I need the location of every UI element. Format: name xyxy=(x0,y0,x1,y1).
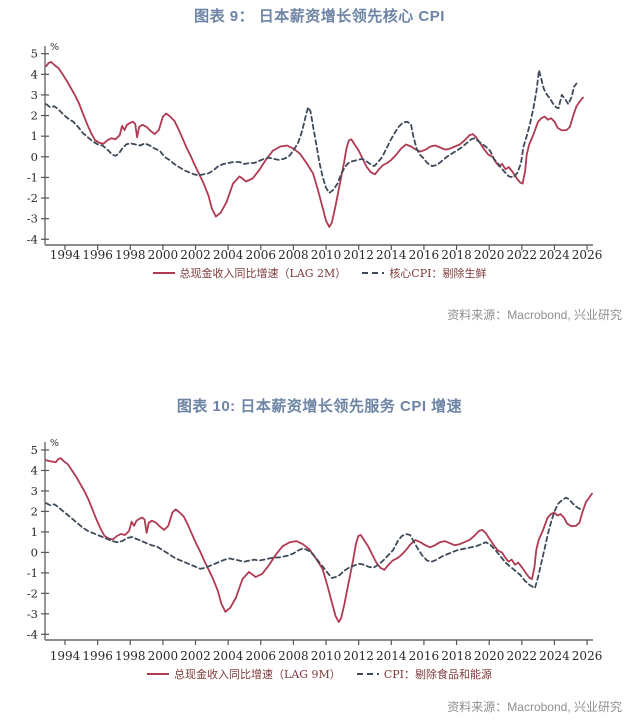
wage-growth-line xyxy=(45,61,584,228)
legend-item-wage: 总现金收入同比增速（LAG 2M） xyxy=(152,265,347,281)
cpi-line-sample-icon xyxy=(362,272,385,274)
x-tick-label: 2026 xyxy=(572,248,603,262)
chart9-legend: 总现金收入同比增速（LAG 2M） 核心CPI：剔除生鲜 xyxy=(0,265,639,281)
x-tick-label: 1998 xyxy=(115,248,146,262)
wage-line-legend-label: 总现金收入同比增速（LAG 2M） xyxy=(179,267,347,280)
percent-unit-label: % xyxy=(50,42,59,53)
x-tick-label: 2012 xyxy=(343,649,374,663)
y-tick-label: 4 xyxy=(31,463,38,477)
x-tick-label: 2024 xyxy=(539,649,570,663)
wage-line-sample-icon xyxy=(152,272,175,274)
percent-unit-label: % xyxy=(50,438,59,449)
x-tick-label: 2022 xyxy=(507,248,538,262)
x-tick-label: 1996 xyxy=(82,649,113,663)
cpi-line-sample-icon xyxy=(356,673,379,675)
x-tick-label: 2008 xyxy=(278,248,309,262)
y-tick-label: -2 xyxy=(27,586,38,600)
core-cpi-legend-label: 核心CPI：剔除生鲜 xyxy=(389,267,487,280)
y-tick-label: 3 xyxy=(31,484,38,498)
chart10-legend: 总现金收入同比增速（LAG 9M） CPI：剔除食品和能源 xyxy=(0,666,639,682)
x-tick-label: 1994 xyxy=(50,649,81,663)
y-axis: 5 4 3 2 1 0 -1 -2 -3 -4% xyxy=(27,438,59,641)
x-tick-label: 2018 xyxy=(441,248,472,262)
chart9-title: 图表 9： 日本薪资增长领先核心 CPI xyxy=(194,8,445,25)
y-tick-label: 4 xyxy=(31,67,38,81)
x-tick-label: 2018 xyxy=(441,649,472,663)
x-tick-label: 2000 xyxy=(148,248,179,262)
x-tick-label: 2024 xyxy=(539,248,570,262)
x-tick-label: 1998 xyxy=(115,649,146,663)
x-tick-label: 1994 xyxy=(50,248,81,262)
wage-line-legend-label: 总现金收入同比增速（LAG 9M） xyxy=(174,668,341,681)
x-tick-label: 2012 xyxy=(343,248,374,262)
y-tick-label: 0 xyxy=(31,545,38,559)
y-tick-label: -1 xyxy=(27,170,38,184)
chart10-title: 图表 10: 日本薪资增长领先服务 CPI 增速 xyxy=(176,398,463,415)
y-tick-label: -4 xyxy=(27,627,38,641)
legend-item-wage: 总现金收入同比增速（LAG 9M） xyxy=(147,666,341,682)
cpi-ex-food-energy-line xyxy=(45,496,583,590)
x-tick-label: 2020 xyxy=(474,649,505,663)
x-tick-label: 2000 xyxy=(148,649,179,663)
y-tick-label: 0 xyxy=(31,150,38,164)
x-tick-label: 2016 xyxy=(409,248,440,262)
y-axis: 5 4 3 2 1 0 -1 -2 -3 -4% xyxy=(27,42,59,246)
x-tick-label: 2014 xyxy=(376,248,407,262)
x-tick-label: 2014 xyxy=(376,649,407,663)
y-tick-label: -3 xyxy=(27,607,38,621)
x-tick-label: 2020 xyxy=(474,248,505,262)
cpi-ex-food-energy-legend-label: CPI：剔除食品和能源 xyxy=(383,668,492,681)
y-tick-label: 1 xyxy=(31,525,38,539)
legend-item-cpi-ex-food-energy: CPI：剔除食品和能源 xyxy=(356,666,492,682)
chart9-source: 资料来源：Macrobond, 兴业研究 xyxy=(447,308,622,322)
y-tick-label: 2 xyxy=(31,109,38,123)
y-tick-label: 1 xyxy=(31,129,38,143)
y-tick-label: -4 xyxy=(27,232,38,246)
y-tick-label: -2 xyxy=(27,191,38,205)
y-tick-label: 5 xyxy=(31,443,38,457)
x-tick-label: 2004 xyxy=(213,649,244,663)
x-tick-label: 2002 xyxy=(180,649,211,663)
chart10-source: 资料来源：Macrobond, 兴业研究 xyxy=(447,700,622,714)
x-tick-label: 2010 xyxy=(311,248,342,262)
x-tick-label: 1996 xyxy=(82,248,113,262)
x-tick-label: 2022 xyxy=(507,649,538,663)
x-tick-label: 2010 xyxy=(311,649,342,663)
x-tick-label: 2002 xyxy=(180,248,211,262)
x-tick-label: 2016 xyxy=(409,649,440,663)
legend-item-core-cpi: 核心CPI：剔除生鲜 xyxy=(362,265,486,281)
x-tick-label: 2006 xyxy=(246,649,277,663)
y-tick-label: 2 xyxy=(31,504,38,518)
y-tick-label: -3 xyxy=(27,212,38,226)
core-cpi-line xyxy=(45,69,578,194)
x-tick-label: 2006 xyxy=(246,248,277,262)
x-axis: 1994 1996 1998 2000 2002 2004 2006 2008 2010 2012… xyxy=(45,244,603,262)
wage-growth-line xyxy=(45,457,593,623)
x-tick-label: 2004 xyxy=(213,248,244,262)
x-tick-label: 2026 xyxy=(572,649,603,663)
x-tick-label: 2008 xyxy=(278,649,309,663)
y-tick-label: -1 xyxy=(27,566,38,580)
x-axis: 1994 1996 1998 2000 2002 2004 2006 2008 2010 2012… xyxy=(45,639,603,663)
y-tick-label: 3 xyxy=(31,88,38,102)
wage-line-sample-icon xyxy=(147,673,170,675)
y-tick-label: 5 xyxy=(31,47,38,61)
